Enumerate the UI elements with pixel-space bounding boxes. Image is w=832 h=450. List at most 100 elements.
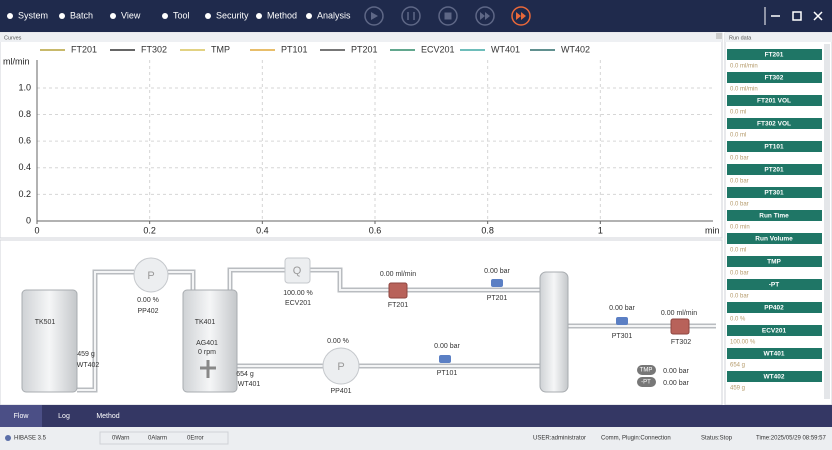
value: 0.00 bar: [434, 343, 460, 350]
panel-title: Run data: [729, 35, 752, 41]
column[interactable]: [539, 271, 569, 393]
x-axis-label: min: [705, 225, 720, 235]
run-data-value: 0.0 bar: [730, 271, 749, 277]
run-data-label: PT101: [764, 144, 784, 151]
menu: System Batch View Tool Security Method Analysi…: [7, 10, 351, 20]
label: AG401: [196, 340, 218, 347]
alarm-count: 0Alarm: [148, 436, 167, 442]
y-tick-label: 0: [26, 215, 31, 225]
pressure-sensor[interactable]: [616, 317, 628, 325]
x-tick-label: 0.4: [256, 225, 269, 235]
run-controls: [364, 6, 531, 26]
tank-label: TK401: [195, 319, 216, 326]
maximize[interactable]: [792, 11, 802, 21]
app-version: HIBASE 3.5: [14, 436, 47, 442]
run-data-label: -PT: [769, 282, 780, 289]
run-data-value: 0.0 ml/min: [730, 64, 758, 70]
run-data-value: 654 g: [730, 363, 745, 369]
menu-icon: [59, 13, 65, 19]
run-data-value: 0.0 %: [730, 317, 746, 323]
run-data-header: [727, 371, 822, 382]
value: 0.00 bar: [663, 368, 689, 375]
run-data-value: 0.0 min: [730, 225, 750, 231]
axis: [36, 60, 713, 222]
label: FT302: [671, 339, 691, 346]
run-data-label: FT201 VOL: [757, 98, 791, 105]
tank-label: TK501: [35, 319, 56, 326]
menu-item[interactable]: System: [18, 10, 48, 20]
label: FT201: [388, 302, 408, 309]
legend-label: ECV201: [421, 44, 455, 54]
run-data-label: TMP: [767, 259, 781, 266]
run-data-header: [727, 210, 822, 221]
tank[interactable]: [21, 289, 78, 393]
x-tick-label: 0.8: [481, 225, 494, 235]
pump[interactable]: [322, 347, 360, 385]
tank[interactable]: [182, 289, 238, 393]
flow-meter[interactable]: [670, 318, 690, 335]
scrollbar[interactable]: [824, 44, 830, 399]
pressure-sensor[interactable]: [439, 355, 451, 363]
badge: [637, 377, 656, 387]
play-button[interactable]: [364, 6, 384, 26]
error-count: 0Error: [187, 436, 204, 442]
run-data-header: [727, 72, 822, 83]
label: WT401: [238, 381, 261, 388]
panel-header: [725, 33, 832, 42]
valve[interactable]: [284, 257, 311, 284]
run-data-value: 0.0 ml: [730, 133, 746, 139]
menu-icon: [306, 13, 312, 19]
run-data-label: Run Time: [759, 213, 789, 220]
menu-icon: [256, 13, 262, 19]
run-data-value: 0.0 ml: [730, 110, 746, 116]
legend-label: WT402: [561, 44, 590, 54]
y-tick-label: 0.6: [18, 136, 31, 146]
value: 0 rpm: [198, 349, 216, 356]
agitator: [200, 360, 216, 378]
tab[interactable]: Log: [58, 413, 70, 420]
legend-label: PT101: [281, 44, 308, 54]
stop-button[interactable]: [438, 6, 458, 26]
pause-button[interactable]: [401, 6, 421, 26]
run-data-header: [727, 279, 822, 290]
menu-icon: [205, 13, 211, 19]
run-data-label: Run Volume: [755, 236, 793, 243]
tab[interactable]: Flow: [14, 413, 30, 420]
fast-forward-button[interactable]: [511, 6, 531, 26]
symbol: Q: [293, 265, 302, 277]
app-icon: [5, 435, 11, 441]
run-data-header: [727, 164, 822, 175]
menu-item[interactable]: Security: [216, 10, 249, 20]
menu-item[interactable]: Tool: [173, 10, 190, 20]
x-tick-label: 1: [598, 225, 603, 235]
value: 0.00 ml/min: [661, 310, 697, 317]
run-data-value: 100.00 %: [730, 340, 756, 346]
menu-item[interactable]: Batch: [70, 10, 93, 20]
pump[interactable]: [133, 257, 169, 293]
tab-bar: [0, 405, 832, 427]
menu-item[interactable]: Method: [267, 10, 297, 20]
run-data-value: 459 g: [730, 386, 745, 392]
value: 459 g: [77, 351, 95, 358]
tab[interactable]: Method: [96, 413, 119, 420]
run-data-header: [727, 233, 822, 244]
menu-item[interactable]: View: [121, 10, 141, 20]
x-tick-label: 0.2: [143, 225, 156, 235]
badge-label: TMP: [640, 368, 653, 374]
alarm-box: [99, 431, 229, 445]
menu-item[interactable]: Analysis: [317, 10, 351, 20]
close[interactable]: [813, 11, 823, 21]
legend-label: WT401: [491, 44, 520, 54]
value: 0.00 %: [137, 297, 159, 304]
run-data-header: [727, 141, 822, 152]
run-data-header: [727, 95, 822, 106]
flow-meter[interactable]: [388, 282, 408, 299]
label: WT402: [77, 362, 100, 369]
panel-pin[interactable]: [716, 33, 722, 39]
forward-button[interactable]: [475, 6, 495, 26]
run-data-header: [727, 256, 822, 267]
chart: ml/min min 0 0.2 0.4 0.6 0.8 1.0 0 0.2 0.4 0.6 0.8…: [3, 44, 720, 235]
panel-header: [0, 33, 722, 42]
pressure-sensor[interactable]: [491, 279, 503, 287]
y-tick-label: 0.8: [18, 109, 31, 119]
